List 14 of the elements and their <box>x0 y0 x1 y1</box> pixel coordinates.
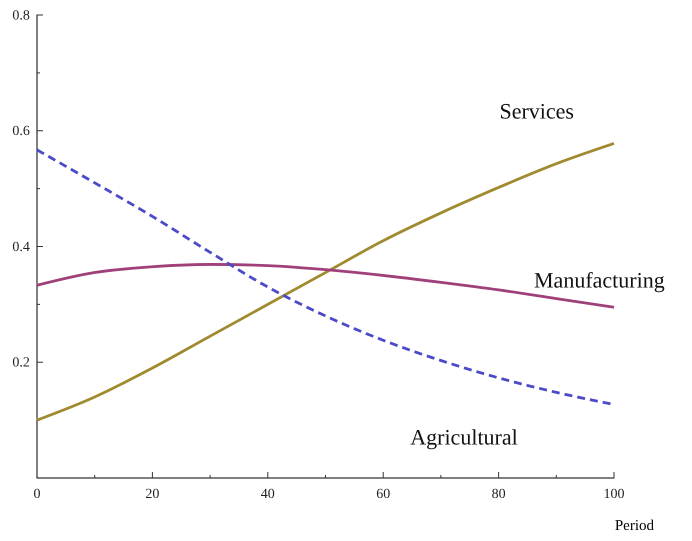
y-tick-label: 0.6 <box>12 124 30 140</box>
x-tick-label: 40 <box>260 486 275 502</box>
x-tick-label: 60 <box>376 486 390 502</box>
x-axis-title: Period <box>614 518 654 534</box>
series-label: Manufacturing <box>534 267 665 292</box>
x-tick-label: 100 <box>604 486 624 502</box>
y-tick-label: 0.4 <box>12 240 30 255</box>
y-tick-label: 0.2 <box>12 356 30 371</box>
x-tick-label: 0 <box>34 486 40 502</box>
series-label: Services <box>499 98 574 124</box>
x-tick-label: 20 <box>145 486 160 502</box>
series-label: Agricultural <box>410 424 518 450</box>
x-tick-label: 80 <box>492 486 506 502</box>
y-tick-label: 0.8 <box>12 8 30 24</box>
